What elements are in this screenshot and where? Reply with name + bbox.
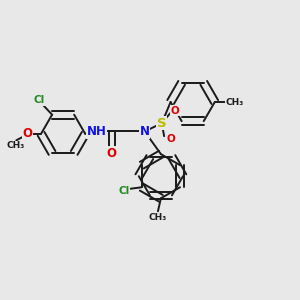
Text: O: O <box>107 147 117 160</box>
Text: O: O <box>171 106 180 116</box>
Text: Cl: Cl <box>34 95 45 105</box>
Text: CH₃: CH₃ <box>6 141 24 150</box>
Text: O: O <box>166 134 175 143</box>
Text: S: S <box>157 117 166 130</box>
Text: NH: NH <box>86 125 106 138</box>
Text: CH₃: CH₃ <box>149 213 167 222</box>
Text: N: N <box>140 125 150 138</box>
Text: CH₃: CH₃ <box>225 98 244 106</box>
Text: Cl: Cl <box>118 186 130 196</box>
Text: O: O <box>22 127 32 140</box>
